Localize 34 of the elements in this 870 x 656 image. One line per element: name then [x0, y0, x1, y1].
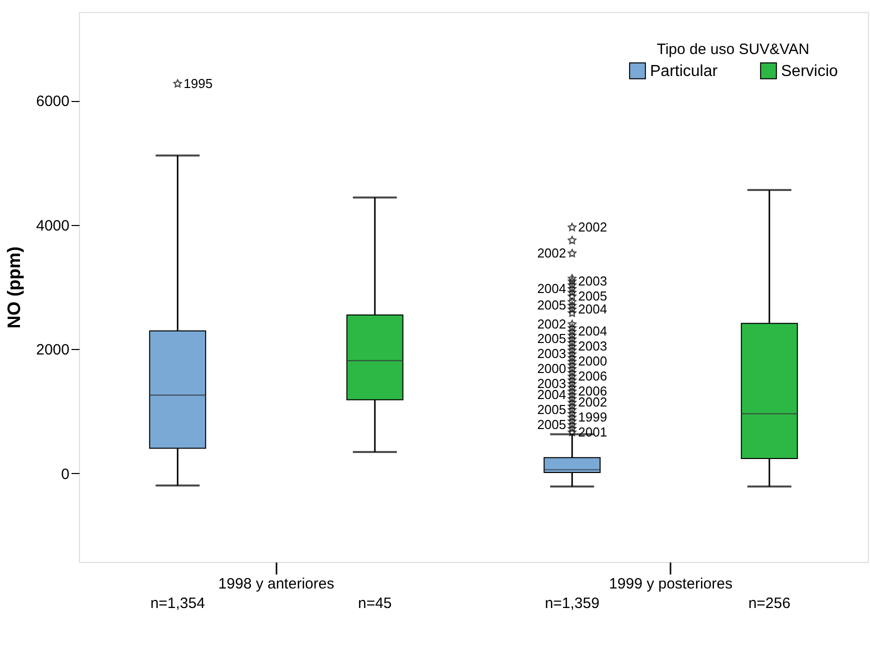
annotation: 2005 [537, 416, 566, 432]
annotation: 1999 [578, 410, 608, 425]
annotation: 2002 [578, 219, 608, 234]
annotation: 2004 [537, 280, 566, 296]
annotation: 2001 [578, 424, 608, 440]
legend-label: Particular [650, 62, 718, 80]
annotation: 2000 [578, 354, 608, 369]
y-tick-label: 0 [61, 466, 70, 483]
annotation: 2004 [578, 324, 608, 339]
annotation: 2003 [578, 273, 608, 288]
annotation: 2000 [537, 361, 566, 376]
annotation: 2002 [537, 316, 566, 332]
annotation: 2005 [578, 288, 608, 304]
text: n=1,354 [150, 595, 205, 612]
annotation: 2004 [578, 301, 608, 316]
legend-label: Servicio [781, 62, 838, 80]
y-tick-label: 2000 [36, 342, 70, 359]
annotation: 2002 [537, 245, 566, 260]
annotation: 2006 [578, 368, 608, 384]
y-tick-label: 4000 [36, 217, 70, 234]
annotation: 2005 [537, 298, 566, 313]
x-tick-label: 1998 y anteriores [218, 576, 334, 592]
x-tick-label: 1999 y posteriores [609, 576, 732, 592]
legend-title: Tipo de uso SUV&VAN [656, 41, 810, 58]
text: n=1,359 [544, 595, 600, 612]
annotation: 1995 [184, 76, 213, 91]
y-tick-label: 6000 [36, 93, 70, 110]
text: n=256 [748, 595, 790, 612]
y-axis-title: NO (ppm) [4, 246, 24, 328]
annotation: 2003 [537, 346, 566, 362]
annotation: 2005 [537, 331, 566, 346]
annotation: 2003 [578, 338, 608, 354]
annotation: 2005 [537, 402, 566, 418]
text: n=45 [358, 595, 392, 612]
